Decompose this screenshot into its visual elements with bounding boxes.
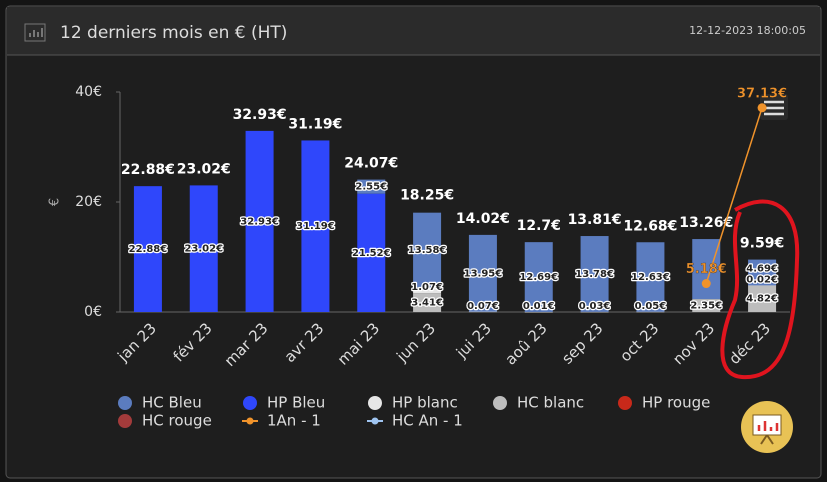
total-label: 9.59€ [740,235,784,251]
data-label: 1.07€ [411,282,443,293]
y-tick-label: 20€ [75,194,102,210]
bar-segment [748,259,777,286]
data-label: 13.78€ [575,269,614,280]
bar-segment [357,179,386,194]
legend-label[interactable]: 1An - 1 [267,412,321,430]
title: 12 derniers mois en € (HT) [60,23,287,43]
legend-label[interactable]: HP blanc [392,394,458,412]
header-bar [7,7,820,55]
bar-segment [636,311,665,313]
total-label: 22.88€ [121,162,175,178]
data-label: 2.55€ [355,182,387,193]
timestamp: 12-12-2023 18:00:05 [689,24,806,37]
data-label: 0.01€ [523,301,555,312]
legend-label[interactable]: HC An - 1 [392,412,463,430]
data-label: 5.18€ [686,262,727,277]
bar-segment [748,285,777,286]
bar-segment [580,311,609,313]
data-label: 0.05€ [635,301,667,312]
bar-segment [636,242,665,312]
legend-marker [118,396,132,410]
total-label: 18.25€ [400,188,454,204]
legend-label[interactable]: HC Bleu [142,394,202,412]
bar-segment [133,186,162,312]
data-label: 31.19€ [296,221,335,232]
legend-label[interactable]: HC rouge [142,412,212,430]
total-label: 14.02€ [456,211,510,227]
total-label: 32.93€ [233,107,287,123]
line [705,107,763,284]
total-label: 23.02€ [177,161,231,177]
total-label: 24.07€ [344,156,398,172]
total-label: 31.19€ [288,116,342,132]
data-label: 37.13€ [737,86,787,101]
data-label: 0.03€ [579,301,611,312]
legend-marker [246,417,254,425]
data-label: 12.63€ [631,272,670,283]
line-point [701,279,711,289]
bar-segment [413,293,442,312]
bar-segment [468,311,497,313]
bar-segment [189,185,218,312]
y-tick-label: 40€ [75,84,102,100]
bar-segment [357,193,386,312]
annotation-circle [720,199,800,380]
menu-button[interactable] [760,94,788,120]
bar-segment [692,299,721,312]
legend-marker [243,396,257,410]
bar-segment [245,130,274,312]
legend-marker [371,417,379,425]
data-label: 13.95€ [464,268,503,279]
data-label: 13.58€ [408,245,447,256]
bar-segment [748,285,777,312]
total-label: 13.81€ [568,212,622,228]
data-label: 12.69€ [519,272,558,283]
bar-segment [301,140,330,312]
legend-marker [368,396,382,410]
legend-marker [618,396,632,410]
line-point [757,103,767,113]
data-label: 0.07€ [467,301,499,312]
legend-label[interactable]: HP rouge [642,394,710,412]
legend-marker [493,396,507,410]
bar-segment [580,236,609,312]
bar-segment [524,242,553,312]
data-label: 21.52€ [352,248,391,259]
total-label: 12.7€ [517,218,561,234]
chart-icon [24,23,46,42]
bar-segment [468,234,497,312]
legend-marker [118,414,132,428]
bar-segment [524,311,553,313]
export-button[interactable] [741,401,793,453]
bar-segment [413,287,442,294]
data-label: 22.88€ [129,244,168,255]
data-label: 23.02€ [184,244,223,255]
bar-segment [413,212,442,288]
y-axis-label: € [48,198,63,206]
total-label: 12.68€ [623,218,677,234]
bar-segment [692,239,721,300]
data-label: 4.82€ [746,294,778,305]
y-tick-label: 0€ [84,304,102,320]
data-label: 4.69€ [746,263,778,274]
legend-label[interactable]: HP Bleu [267,394,325,412]
data-label: 0.02€ [746,274,778,285]
data-label: 3.41€ [411,298,443,309]
data-label: 2.35€ [690,301,722,312]
legend-label[interactable]: HC blanc [517,394,584,412]
data-label: 32.93€ [240,216,279,227]
total-label: 13.26€ [679,215,733,231]
